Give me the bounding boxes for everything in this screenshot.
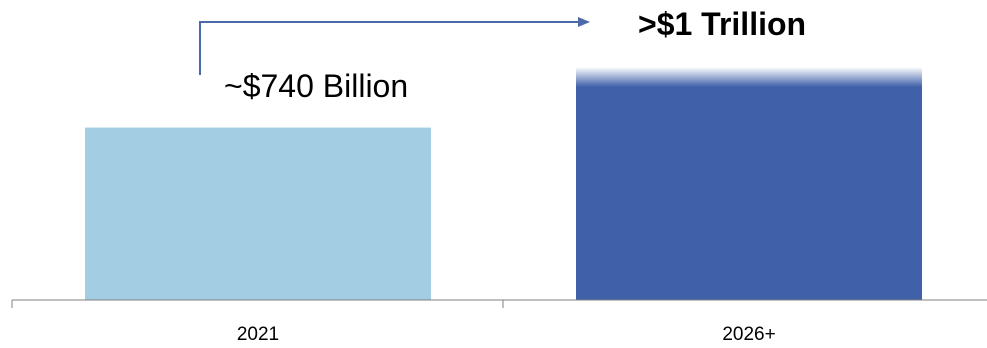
x-tick-label-2021: 2021 [237,324,279,345]
bar-fade-overlay [576,67,922,87]
bar-2021 [85,127,431,300]
data-label-2021: ~$740 Billion [224,68,408,104]
data-label-2026: >$1 Trillion [638,6,806,42]
x-tick-label-2026: 2026+ [722,324,775,345]
bar-2026 [576,67,922,300]
growth-arrow-icon [199,17,590,75]
bars [85,67,922,300]
